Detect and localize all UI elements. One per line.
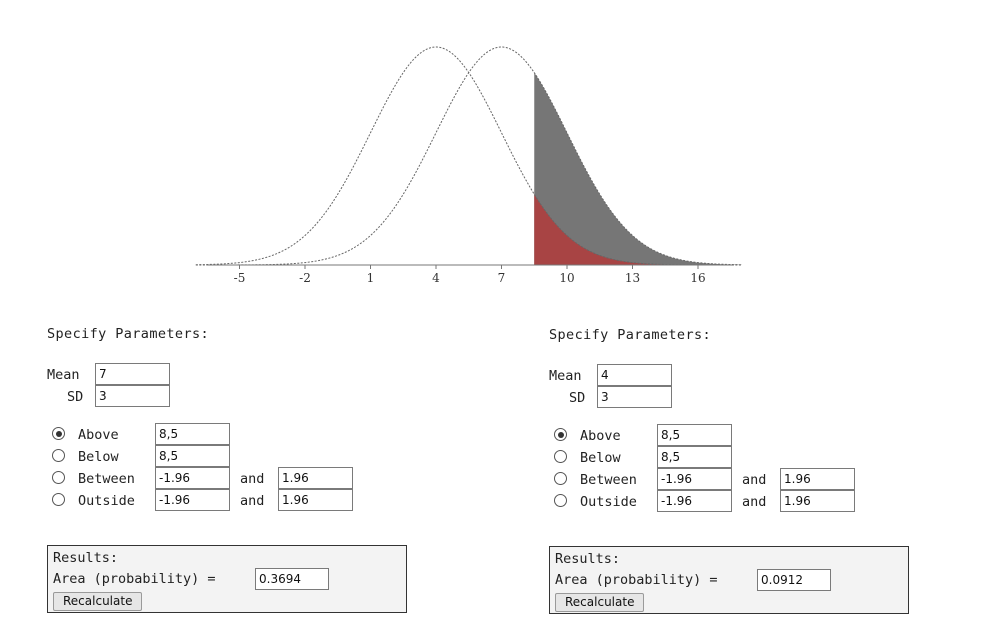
x-tick-label: -2 bbox=[299, 271, 311, 285]
specify-parameters-heading: Specify Parameters: bbox=[47, 326, 210, 342]
between-high-input[interactable] bbox=[780, 468, 855, 490]
sd-label: SD bbox=[67, 389, 84, 405]
above-radio[interactable] bbox=[554, 428, 567, 441]
above-radio[interactable] bbox=[52, 427, 65, 440]
below-input[interactable] bbox=[657, 446, 732, 468]
mean-input[interactable] bbox=[95, 363, 170, 385]
between-radio[interactable] bbox=[554, 472, 567, 485]
between-label: Between bbox=[580, 472, 637, 488]
outside-high-input[interactable] bbox=[278, 489, 353, 511]
outside-and-label: and bbox=[240, 493, 265, 509]
between-label: Between bbox=[78, 471, 135, 487]
outside-radio[interactable] bbox=[554, 494, 567, 507]
results-label: Results: bbox=[53, 550, 119, 566]
area-output[interactable] bbox=[255, 568, 329, 590]
between-low-input[interactable] bbox=[155, 467, 230, 489]
sd-input[interactable] bbox=[95, 385, 170, 407]
mean-label: Mean bbox=[47, 367, 80, 383]
above-input[interactable] bbox=[155, 423, 230, 445]
area-output[interactable] bbox=[757, 569, 831, 591]
results-box: Results: Area (probability) = Recalculat… bbox=[549, 546, 909, 614]
x-tick-label: 16 bbox=[690, 271, 705, 285]
specify-parameters-heading: Specify Parameters: bbox=[549, 327, 712, 343]
recalculate-button[interactable]: Recalculate bbox=[53, 592, 143, 611]
mean-label: Mean bbox=[549, 368, 582, 384]
x-tick-label: 10 bbox=[559, 271, 574, 285]
sd-label: SD bbox=[569, 390, 586, 406]
outside-radio[interactable] bbox=[52, 493, 65, 506]
between-and-label: and bbox=[240, 471, 265, 487]
density-curve-mean-4 bbox=[195, 46, 742, 266]
above-label: Above bbox=[78, 427, 119, 443]
below-label: Below bbox=[78, 449, 119, 465]
outside-low-input[interactable] bbox=[657, 490, 732, 512]
shaded-area-mean-4 bbox=[534, 194, 742, 265]
above-input[interactable] bbox=[657, 424, 732, 446]
above-label: Above bbox=[580, 428, 621, 444]
outside-high-input[interactable] bbox=[780, 490, 855, 512]
x-tick-label: -5 bbox=[234, 271, 246, 285]
between-low-input[interactable] bbox=[657, 468, 732, 490]
x-tick-label: 4 bbox=[432, 271, 440, 285]
parameters-panel-left: Specify Parameters: Mean SD Above Below … bbox=[47, 320, 427, 620]
parameters-panel-right: Specify Parameters: Mean SD Above Below … bbox=[549, 321, 929, 621]
x-tick-label: 1 bbox=[367, 271, 375, 285]
outside-label: Outside bbox=[580, 494, 637, 510]
below-label: Below bbox=[580, 450, 621, 466]
x-axis-ticks: -5 -2 1 4 7 10 13 16 bbox=[234, 265, 706, 285]
recalculate-button[interactable]: Recalculate bbox=[555, 593, 645, 612]
normal-distribution-plot: -5 -2 1 4 7 10 13 16 bbox=[195, 46, 742, 285]
area-label: Area (probability) = bbox=[555, 572, 718, 588]
shaded-area-mean-7 bbox=[534, 72, 742, 266]
results-box: Results: Area (probability) = Recalculat… bbox=[47, 545, 407, 613]
below-input[interactable] bbox=[155, 445, 230, 467]
outside-low-input[interactable] bbox=[155, 489, 230, 511]
between-and-label: and bbox=[742, 472, 767, 488]
area-label: Area (probability) = bbox=[53, 571, 216, 587]
outside-and-label: and bbox=[742, 494, 767, 510]
x-tick-label: 7 bbox=[498, 271, 506, 285]
mean-input[interactable] bbox=[597, 364, 672, 386]
between-high-input[interactable] bbox=[278, 467, 353, 489]
below-radio[interactable] bbox=[554, 450, 567, 463]
x-tick-label: 13 bbox=[625, 271, 640, 285]
between-radio[interactable] bbox=[52, 471, 65, 484]
results-label: Results: bbox=[555, 551, 621, 567]
sd-input[interactable] bbox=[597, 386, 672, 408]
outside-label: Outside bbox=[78, 493, 135, 509]
below-radio[interactable] bbox=[52, 449, 65, 462]
density-curve-mean-7 bbox=[195, 46, 742, 266]
